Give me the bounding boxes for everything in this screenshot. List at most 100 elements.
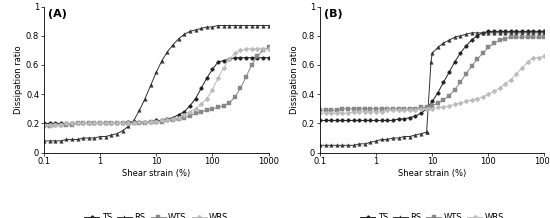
RS xyxy=(86,137,92,139)
TS xyxy=(41,122,47,125)
WTS xyxy=(209,107,216,110)
TS xyxy=(373,119,380,122)
RS xyxy=(513,32,520,34)
WTS xyxy=(480,52,486,54)
WRS xyxy=(333,112,340,114)
WTS xyxy=(237,87,244,90)
RS xyxy=(463,33,469,36)
RS xyxy=(74,138,81,141)
RS xyxy=(254,24,261,27)
TS xyxy=(86,122,92,125)
TS xyxy=(485,30,492,33)
WRS xyxy=(361,110,368,113)
WRS xyxy=(524,61,531,63)
RS xyxy=(429,52,436,54)
WTS xyxy=(440,99,447,101)
RS xyxy=(536,32,542,34)
TS xyxy=(47,122,54,125)
RS xyxy=(508,32,514,34)
TS xyxy=(136,121,142,123)
TS xyxy=(541,30,548,33)
RS xyxy=(170,43,177,46)
WTS xyxy=(58,124,64,126)
WTS xyxy=(424,106,430,109)
RS xyxy=(181,33,188,36)
WRS xyxy=(243,48,249,50)
Y-axis label: Dissipation ratio: Dissipation ratio xyxy=(14,45,23,114)
WTS xyxy=(52,124,59,126)
WTS xyxy=(41,125,47,128)
WTS xyxy=(434,102,441,104)
WRS xyxy=(192,107,199,110)
TS xyxy=(260,56,266,59)
TS xyxy=(356,119,362,122)
WTS xyxy=(406,107,413,110)
TS xyxy=(339,119,345,122)
TS xyxy=(170,116,177,119)
WTS xyxy=(47,125,54,128)
TS xyxy=(345,119,351,122)
WTS xyxy=(164,119,170,122)
Line: WTS: WTS xyxy=(42,46,270,128)
WRS xyxy=(345,112,351,114)
TS xyxy=(513,30,520,33)
TS xyxy=(480,32,486,34)
WTS xyxy=(384,107,390,110)
WTS xyxy=(91,122,98,125)
WRS xyxy=(502,83,509,85)
TS xyxy=(125,121,131,123)
WRS xyxy=(265,48,272,50)
RS xyxy=(147,84,154,87)
RS xyxy=(164,51,170,53)
TS xyxy=(519,30,525,33)
WTS xyxy=(373,107,380,110)
TS xyxy=(158,119,165,122)
Line: RS: RS xyxy=(318,31,546,147)
Text: (A): (A) xyxy=(48,9,67,19)
WRS xyxy=(457,102,464,104)
WRS xyxy=(434,106,441,109)
WTS xyxy=(485,46,492,49)
RS xyxy=(91,137,98,139)
WTS xyxy=(80,122,86,125)
WRS xyxy=(136,121,142,123)
WRS xyxy=(513,72,520,75)
TS xyxy=(406,116,413,119)
TS xyxy=(265,56,272,59)
WTS xyxy=(170,119,177,122)
TS xyxy=(142,121,148,123)
RS xyxy=(80,137,86,139)
TS xyxy=(52,122,59,125)
WTS xyxy=(119,122,126,125)
WRS xyxy=(175,116,182,119)
RS xyxy=(401,135,408,138)
RS xyxy=(119,129,126,132)
TS xyxy=(114,122,120,125)
RS xyxy=(452,36,458,39)
TS xyxy=(530,30,537,33)
WRS xyxy=(367,110,373,113)
TS xyxy=(80,122,86,125)
RS xyxy=(406,135,413,138)
RS xyxy=(524,32,531,34)
WRS xyxy=(47,124,54,126)
WRS xyxy=(373,110,380,113)
TS xyxy=(491,30,497,33)
WRS xyxy=(536,56,542,59)
RS xyxy=(125,125,131,128)
RS xyxy=(209,26,216,28)
WRS xyxy=(80,122,86,125)
RS xyxy=(153,71,159,73)
WTS xyxy=(496,39,503,41)
WRS xyxy=(63,122,70,125)
RS xyxy=(424,131,430,133)
WRS xyxy=(260,48,266,50)
TS xyxy=(390,119,397,122)
WTS xyxy=(186,115,193,117)
RS xyxy=(265,24,272,27)
WRS xyxy=(463,100,469,103)
RS xyxy=(136,109,142,112)
TS xyxy=(474,34,481,37)
TS xyxy=(429,100,436,103)
WTS xyxy=(378,107,385,110)
